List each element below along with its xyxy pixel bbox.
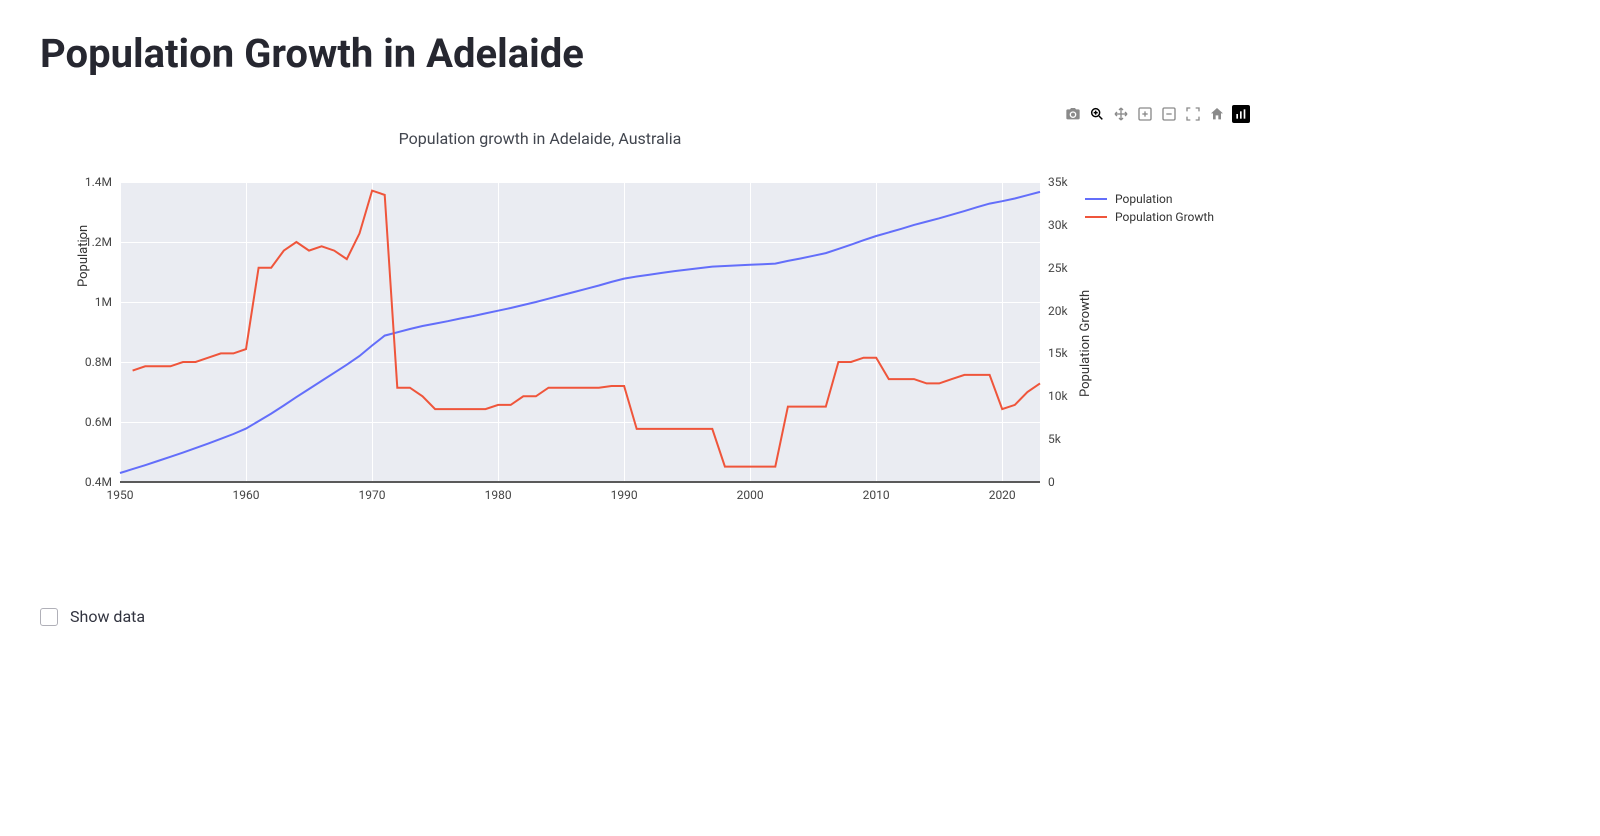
y2-tick-label: 25k [1040,261,1068,275]
x-tick-label: 1970 [359,482,386,502]
x-tick-label: 1990 [611,482,638,502]
y2-tick-label: 20k [1040,304,1068,318]
legend-label: Population Growth [1115,210,1214,224]
y2-tick-label: 35k [1040,175,1068,189]
legend-label: Population [1115,192,1172,206]
chart-toolbar [1064,105,1250,123]
y1-tick-label: 0.8M [85,355,120,369]
y1-tick-label: 1.4M [85,175,120,189]
plot-area[interactable]: 0.4M0.6M0.8M1M1.2M1.4M 05k10k15k20k25k30… [120,182,1040,482]
show-data-label[interactable]: Show data [70,607,145,626]
y2-tick-label: 30k [1040,218,1068,232]
zoom-in-icon[interactable] [1136,105,1154,123]
camera-icon[interactable] [1064,105,1082,123]
show-data-checkbox[interactable] [40,608,58,626]
y1-tick-label: 1M [95,295,120,309]
y2-tick-label: 10k [1040,389,1068,403]
series-line-0 [120,192,1040,473]
autoscale-icon[interactable] [1184,105,1202,123]
chart-lines [120,182,1040,482]
pan-icon[interactable] [1112,105,1130,123]
legend-item-population-growth[interactable]: Population Growth [1085,210,1214,224]
x-tick-label: 1980 [485,482,512,502]
x-tick-label: 1950 [107,482,134,502]
chart: Population growth in Adelaide, Australia… [40,97,1220,547]
show-data-control: Show data [40,607,1560,626]
y2-tick-label: 5k [1040,432,1061,446]
y2-tick-label: 0 [1040,475,1055,489]
chart-title: Population growth in Adelaide, Australia [40,129,1040,148]
x-tick-label: 1960 [233,482,260,502]
y1-tick-label: 0.6M [85,415,120,429]
legend-swatch [1085,198,1107,200]
series-line-1 [133,191,1040,467]
x-tick-label: 2020 [989,482,1016,502]
y2-tick-label: 15k [1040,346,1068,360]
x-tick-label: 2010 [863,482,890,502]
page-title: Population Growth in Adelaide [40,30,1560,77]
legend-item-population[interactable]: Population [1085,192,1214,206]
x-tick-label: 2000 [737,482,764,502]
y2-axis-title: Population Growth [1078,290,1093,397]
zoom-out-icon[interactable] [1160,105,1178,123]
legend: Population Population Growth [1085,192,1214,228]
reset-icon[interactable] [1208,105,1226,123]
y1-axis-title: Population [76,225,91,287]
zoom-icon[interactable] [1088,105,1106,123]
legend-swatch [1085,216,1107,218]
plotly-logo-icon[interactable] [1232,105,1250,123]
